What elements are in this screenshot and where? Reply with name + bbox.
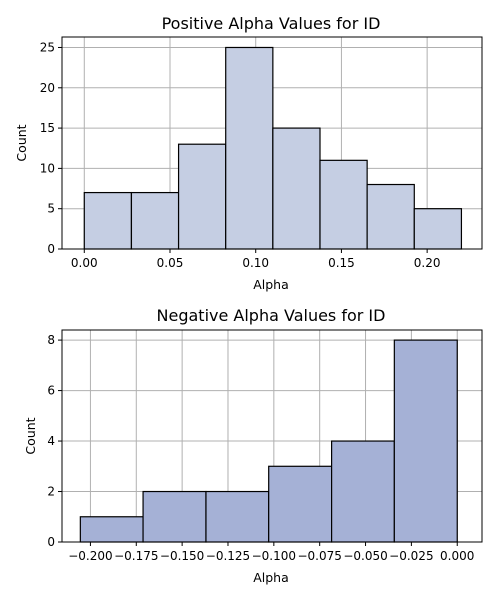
y-tick-label: 0 [47, 242, 55, 256]
chart-title: Negative Alpha Values for ID [157, 306, 386, 325]
axes-frame [61, 329, 483, 543]
y-axis-label: Count [23, 417, 38, 454]
x-tick-label: 0.15 [328, 256, 355, 270]
negative-alpha-histogram: Negative Alpha Values for ID −0.200 −0.17… [23, 306, 483, 585]
x-tick-label: 0.20 [414, 256, 441, 270]
x-tick-label: −0.125 [206, 549, 250, 563]
y-tick-label: 15 [40, 121, 55, 135]
axes-frame [61, 36, 483, 250]
x-tick-label: −0.050 [343, 549, 387, 563]
x-tick-label: −0.100 [252, 549, 296, 563]
x-tick-label: −0.150 [160, 549, 204, 563]
x-tick-label: 0.10 [242, 256, 269, 270]
x-tick-label: −0.025 [389, 549, 433, 563]
histogram-bar [272, 127, 321, 250]
histogram-bar [142, 490, 207, 543]
y-tick-label: 20 [40, 81, 55, 95]
histogram-bar [331, 440, 395, 543]
y-axis-label: Count [14, 124, 29, 161]
positive-alpha-histogram: Positive Alpha Values for ID 0.00 0.05 0.1… [14, 14, 483, 292]
y-tick-label: 10 [40, 161, 55, 175]
histogram-bar [130, 191, 180, 250]
x-axis-label: Alpha [253, 277, 289, 292]
y-tick-label: 5 [47, 202, 55, 216]
histogram-bar [268, 465, 333, 543]
y-tick-label: 8 [47, 333, 55, 347]
histogram-bar [205, 490, 270, 543]
x-tick-label: 0.05 [157, 256, 184, 270]
x-tick-label: −0.200 [68, 549, 112, 563]
histogram-bar [319, 159, 368, 250]
chart-title: Positive Alpha Values for ID [162, 14, 381, 33]
x-tick-label: −0.075 [297, 549, 341, 563]
histogram-bar [393, 339, 458, 543]
x-tick-label: −0.175 [114, 549, 158, 563]
histogram-bar [79, 516, 144, 543]
histogram-bar [225, 46, 274, 250]
x-axis-label: Alpha [253, 570, 289, 585]
x-tick-label: 0.000 [440, 549, 474, 563]
y-tick-label: 2 [47, 485, 55, 499]
y-tick-label: 4 [47, 434, 55, 448]
y-tick-label: 6 [47, 384, 55, 398]
histogram-bar [83, 191, 133, 250]
histogram-bar [177, 143, 227, 250]
y-tick-label: 0 [47, 535, 55, 549]
histogram-bar [413, 208, 463, 250]
histogram-bar [366, 183, 415, 250]
x-tick-label: 0.00 [71, 256, 98, 270]
y-tick-label: 25 [40, 40, 55, 54]
